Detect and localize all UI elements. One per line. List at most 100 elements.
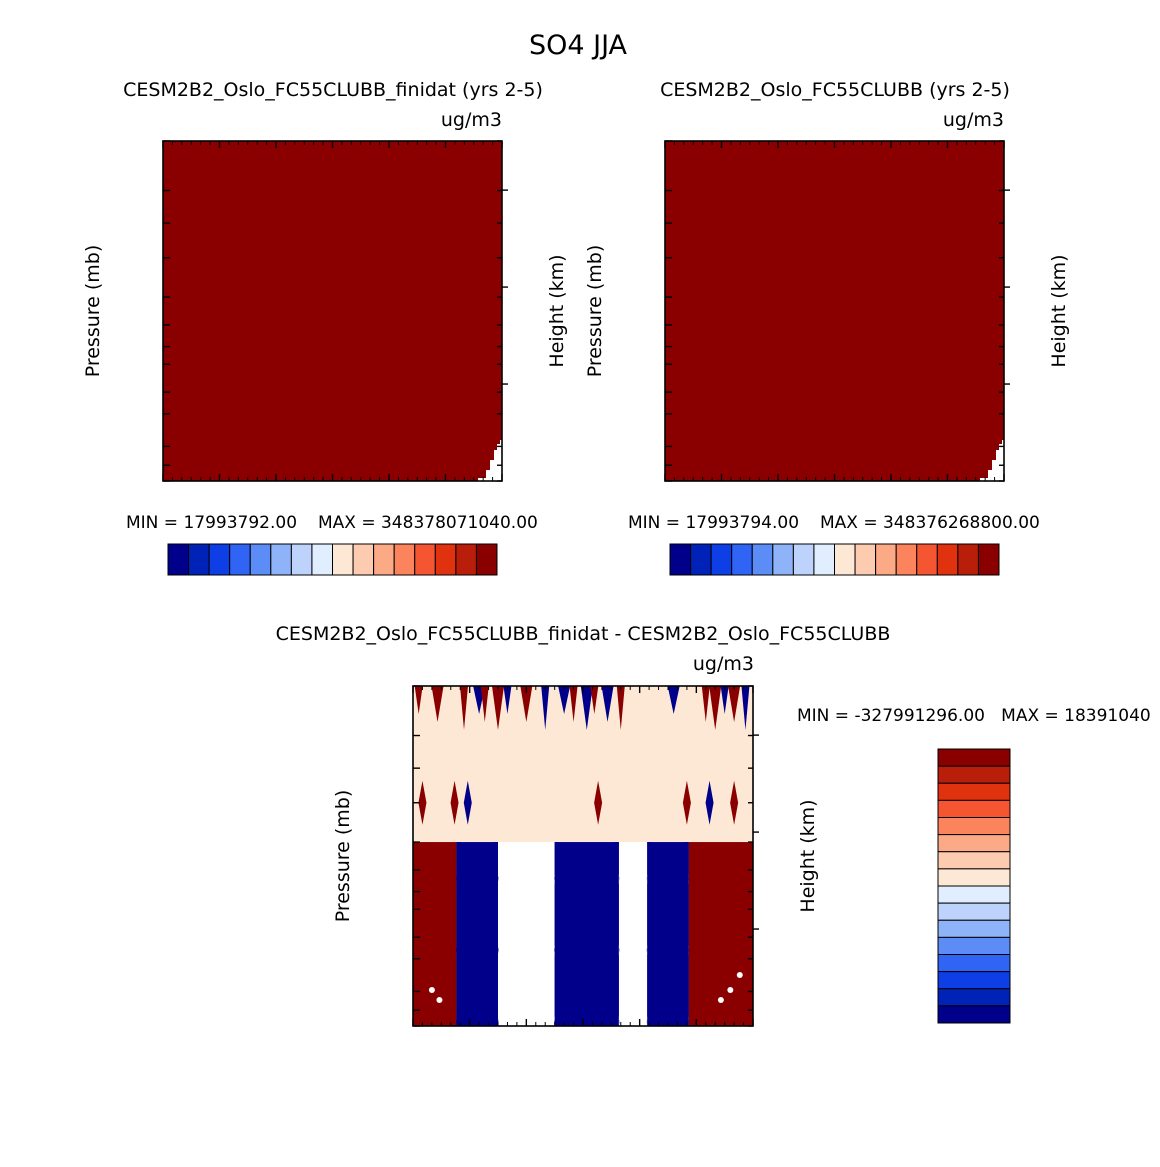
colorbar-swatch	[813, 543, 835, 576]
colorbar	[937, 748, 1011, 1024]
spike	[667, 686, 680, 714]
lower-band	[413, 842, 457, 1026]
spike	[741, 686, 750, 730]
spike	[728, 686, 741, 722]
spike	[720, 686, 729, 714]
y2-axis	[753, 734, 759, 930]
units-label: ug/m3	[693, 653, 754, 675]
colorbar-swatch	[937, 971, 1011, 990]
spike	[520, 686, 533, 722]
y-axis	[163, 140, 502, 482]
spike	[701, 686, 710, 722]
panel-difference: CESM2B2_Oslo_FC55CLUBB_finidat - CESM2B2…	[276, 623, 1151, 1027]
topography-mask	[980, 440, 1004, 481]
upper-region	[413, 686, 753, 843]
colorbar-swatch	[475, 543, 498, 576]
colorbar-swatch	[937, 988, 1011, 1007]
spike	[541, 686, 550, 730]
diamond	[730, 780, 739, 825]
lower-band	[554, 842, 619, 1026]
colorbar-swatch	[270, 543, 292, 576]
spike	[601, 686, 614, 722]
data-field	[413, 686, 753, 1026]
colorbar-swatch	[834, 543, 856, 576]
min-label: MIN = 17993794.00	[628, 513, 799, 533]
colorbar-swatch	[937, 919, 1011, 938]
colorbar-swatch	[710, 543, 733, 576]
lower-band	[688, 842, 753, 1026]
colorbar-swatch	[875, 543, 897, 576]
panel-title: CESM2B2_Oslo_FC55CLUBB_finidat (yrs 2-5)	[123, 79, 543, 101]
band-edge	[684, 842, 690, 1026]
plot-area	[664, 140, 1010, 482]
spike	[569, 686, 578, 722]
x-axis	[412, 686, 754, 1026]
y2-axis	[1004, 189, 1010, 385]
hole	[428, 987, 435, 993]
plot-area	[412, 685, 759, 1027]
y-axis-label: Pressure (mb)	[82, 245, 104, 378]
y-axis-label: Pressure (mb)	[584, 245, 606, 378]
diamond	[450, 780, 459, 825]
spike	[480, 686, 489, 722]
data-field	[163, 141, 502, 481]
colorbar-swatch	[229, 543, 251, 576]
spike	[431, 686, 444, 722]
min-label: MIN = 17993792.00	[126, 513, 297, 533]
colorbar-swatch	[977, 543, 1000, 576]
colorbar-swatch	[895, 543, 918, 576]
band-edge	[493, 842, 499, 1026]
max-label: MAX = 348376268800.00	[820, 513, 1040, 533]
colorbar-swatch	[434, 543, 457, 576]
diamond	[418, 780, 427, 825]
hole	[727, 987, 734, 993]
spike	[414, 686, 423, 714]
y2-axis	[502, 189, 508, 385]
colorbar-swatch	[414, 543, 436, 576]
plot-area	[162, 140, 508, 482]
x-axis	[664, 141, 1005, 481]
colorbar	[669, 543, 1000, 576]
colorbar-swatch	[937, 954, 1011, 973]
diamond	[463, 780, 472, 825]
colorbar-swatch	[352, 543, 375, 576]
y2-axis-label: Height (km)	[797, 799, 819, 912]
lower-band	[456, 842, 498, 1026]
colorbar-swatch	[936, 543, 959, 576]
y-axis-label: Pressure (mb)	[332, 790, 354, 923]
colorbar-swatch	[455, 543, 477, 576]
panel-top-right: CESM2B2_Oslo_FC55CLUBB (yrs 2-5) ug/m3 P…	[584, 79, 1070, 576]
colorbar-swatch	[393, 543, 416, 576]
spike	[503, 686, 512, 714]
colorbar-swatch	[332, 543, 354, 576]
band-edge	[455, 842, 461, 1026]
colorbar-swatch	[690, 543, 712, 576]
units-label: ug/m3	[441, 109, 502, 131]
colorbar-swatch	[937, 817, 1011, 836]
colorbar-swatch	[937, 765, 1011, 784]
lower-band	[647, 842, 689, 1026]
max-label: MAX = 348378071040.00	[318, 513, 538, 533]
colorbar-swatch	[937, 868, 1011, 887]
spike	[590, 686, 599, 714]
colorbar	[167, 543, 498, 576]
colorbar-swatch	[772, 543, 794, 576]
colorbar-swatch	[311, 543, 333, 576]
colorbar-swatch	[854, 543, 877, 576]
x-axis	[162, 141, 503, 481]
lower-band	[498, 842, 555, 1026]
band-edge	[554, 842, 560, 1026]
colorbar-swatch	[937, 936, 1011, 955]
colorbar-swatch	[937, 834, 1011, 853]
data-field	[665, 141, 1004, 481]
spike	[558, 686, 571, 714]
colorbar-swatch	[937, 1005, 1011, 1024]
panel-top-left: CESM2B2_Oslo_FC55CLUBB_finidat (yrs 2-5)…	[82, 79, 568, 576]
colorbar-swatch	[957, 543, 979, 576]
colorbar-swatch	[937, 902, 1011, 921]
panel-title: CESM2B2_Oslo_FC55CLUBB_finidat - CESM2B2…	[276, 623, 891, 645]
colorbar-swatch	[373, 543, 395, 576]
colorbar-swatch	[937, 885, 1011, 904]
hole	[717, 997, 724, 1003]
